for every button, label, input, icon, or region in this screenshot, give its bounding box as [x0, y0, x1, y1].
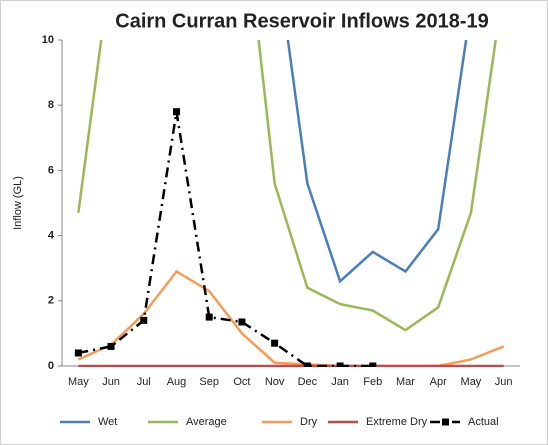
data-point — [303, 362, 311, 367]
x-tick-label: Feb — [363, 376, 382, 388]
x-tick-label: Apr — [430, 376, 447, 388]
y-tick-label: 10 — [42, 34, 54, 46]
x-tick-label: May — [68, 376, 89, 388]
legend-label: Actual — [468, 416, 499, 428]
legend-label: Dry — [300, 416, 318, 428]
y-tick-label: 2 — [48, 295, 54, 307]
x-tick-label: Jul — [137, 376, 151, 388]
plot-area — [74, 40, 505, 367]
legend-label: Extreme Dry — [366, 416, 428, 428]
x-tick-label: Nov — [265, 376, 285, 388]
x-tick-label: May — [461, 376, 482, 388]
legend-label: Wet — [98, 416, 117, 428]
y-tick-label: 8 — [48, 99, 54, 111]
legend-marker — [442, 418, 449, 426]
chart-title: Cairn Curran Reservoir Inflows 2018-19 — [115, 10, 488, 32]
x-tick-label: Sep — [199, 376, 219, 388]
x-tick-label: Jan — [331, 376, 349, 388]
y-tick-label: 4 — [48, 230, 55, 242]
series-line — [78, 111, 373, 367]
x-tick-label: Dec — [298, 376, 318, 388]
x-tick-label: Oct — [233, 376, 250, 388]
legend-label: Average — [186, 416, 227, 428]
y-tick-label: 0 — [48, 360, 54, 372]
data-point — [107, 342, 115, 350]
x-tick-label: Aug — [167, 376, 187, 388]
series-line — [77, 40, 497, 332]
data-point — [140, 316, 148, 324]
data-point — [205, 313, 213, 321]
y-axis-label: Inflow (GL) — [12, 176, 24, 230]
data-point — [369, 362, 377, 367]
x-tick-label: Jun — [495, 376, 513, 388]
x-tick-label: Jun — [102, 376, 120, 388]
y-tick-label: 6 — [48, 164, 54, 176]
x-tick-label: Mar — [396, 376, 415, 388]
data-point — [336, 362, 344, 367]
data-point — [271, 339, 279, 347]
series-line — [286, 40, 468, 284]
data-point — [74, 349, 82, 357]
data-point — [173, 108, 180, 116]
data-point — [238, 318, 246, 326]
